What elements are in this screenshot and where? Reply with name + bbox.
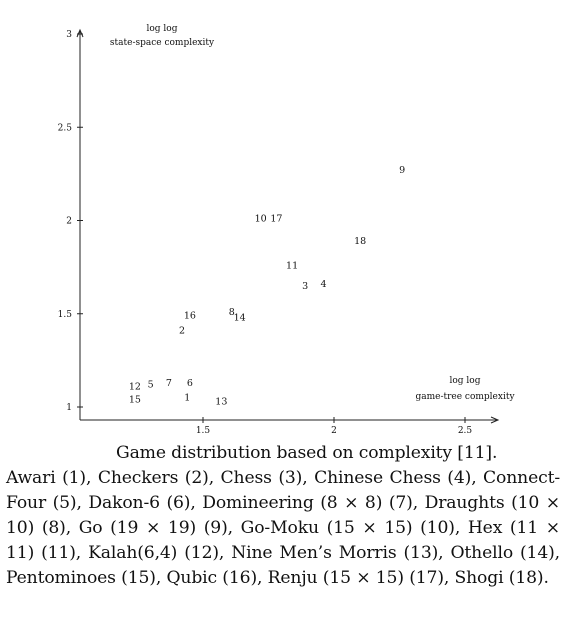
x-tick-label: 2 [331, 426, 337, 436]
y-axis-arrowhead [76, 28, 84, 38]
y-tick-label: 3 [66, 30, 72, 40]
y-axis-title-line: log log [147, 24, 178, 34]
data-point-label: 10 [255, 214, 267, 225]
x-axis-title-line: game-tree complexity [415, 392, 515, 402]
data-point-label: 14 [234, 312, 246, 323]
x-axis-title: log log game-tree complexity [415, 376, 515, 402]
data-point-label: 8 [229, 307, 235, 318]
data-point-label: 11 [286, 260, 298, 271]
data-point-label: 3 [302, 281, 308, 292]
y-tick-label: 2 [66, 217, 72, 227]
data-point-label: 6 [187, 378, 193, 389]
caption-lead: Game distribution based on complexity [1… [116, 443, 498, 463]
data-point-label: 1 [184, 393, 190, 404]
data-point-label: 13 [215, 396, 227, 407]
data-point-label: 4 [320, 279, 326, 290]
y-tick-label: 2.5 [58, 123, 73, 133]
x-axis-ticks: 1.5 2 2.5 [196, 417, 473, 436]
x-axis-title-line: log log [450, 376, 481, 386]
y-axis-title: log log state-space complexity [110, 24, 215, 48]
y-axis-ticks: 1 1.5 2 2.5 3 [58, 30, 83, 413]
data-point-label: 5 [148, 380, 154, 391]
data-point-label: 7 [166, 378, 172, 389]
data-point-label: 12 [129, 381, 141, 392]
data-point-label: 16 [184, 311, 196, 322]
data-point-label: 17 [270, 214, 282, 225]
y-tick-label: 1 [66, 403, 72, 413]
x-tick-label: 2.5 [458, 426, 473, 436]
data-point-label: 18 [354, 236, 366, 247]
complexity-scatter-chart: 1 1.5 2 2.5 3 1.5 2 2.5 log log state-space com… [58, 24, 516, 436]
x-axis-arrowhead [490, 416, 500, 424]
data-point-label: 15 [129, 395, 141, 406]
data-point-label: 2 [179, 326, 185, 337]
figure-caption: Game distribution based on complexity [1… [6, 441, 560, 591]
caption-body: Awari (1), Checkers (2), Chess (3), Chin… [6, 468, 560, 588]
y-tick-label: 1.5 [58, 310, 73, 320]
x-tick-label: 1.5 [196, 426, 211, 436]
y-axis-title-line: state-space complexity [110, 38, 215, 48]
chart-axes [76, 28, 500, 424]
data-point-label: 9 [399, 165, 405, 176]
